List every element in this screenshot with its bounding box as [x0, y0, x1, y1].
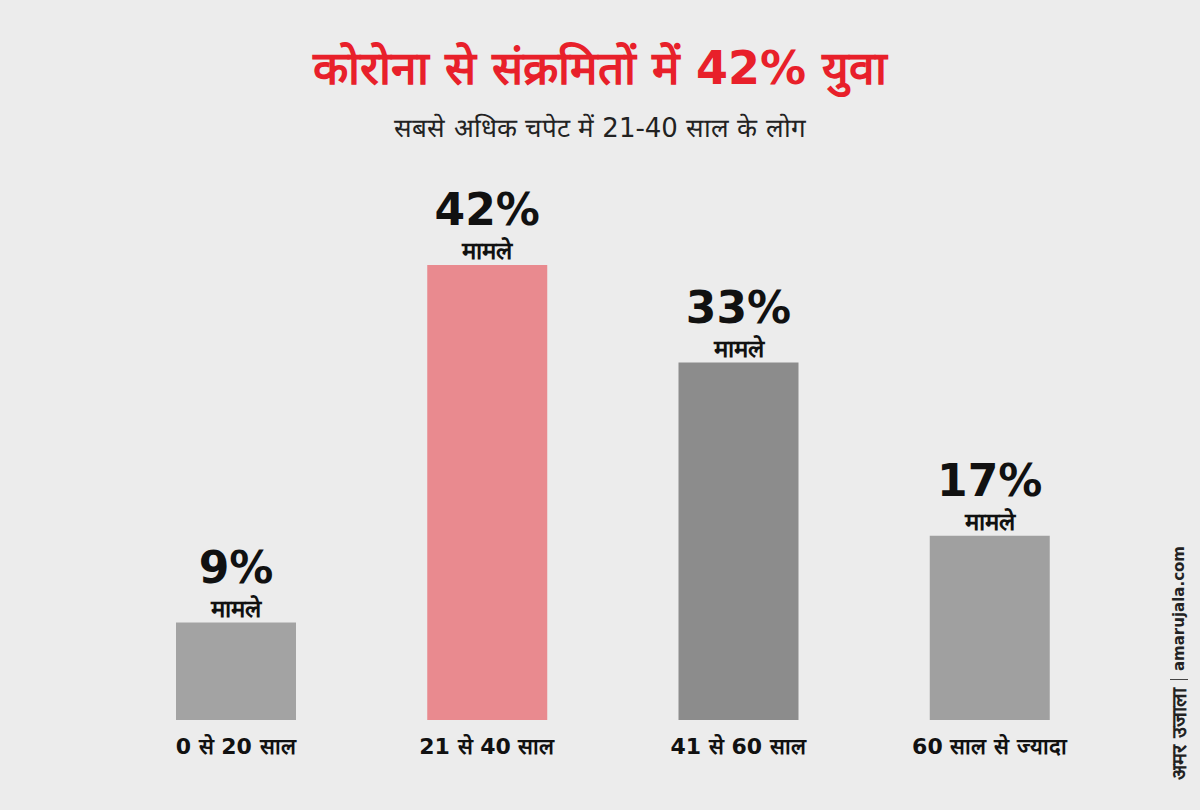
svg-text:60 साल से ज्यादा: 60 साल से ज्यादा [912, 733, 1068, 759]
html-text:कोरोना से संक्रमितों में 42% य: कोरोना से संक्रमितों में 42% युवा [312, 41, 888, 95]
svg-text:मामले: मामले [210, 595, 263, 623]
html-text:amarujala.com: amarujala.com [1169, 546, 1188, 671]
html-text:सबसे अधिक चपेट में 21-40 साल क: सबसे अधिक चपेट में 21-40 साल के लोग [394, 113, 806, 143]
svg-text:0 से 20 साल: 0 से 20 साल [176, 733, 297, 759]
svg-text:मामले: मामले [713, 335, 766, 363]
svg-text:मामले: मामले [964, 508, 1017, 536]
svg-text:17%: 17% [937, 455, 1042, 506]
svg-text:41 से 60 साल: 41 से 60 साल [671, 733, 807, 759]
html-text:अमर उजाला: अमर उजाला [1167, 688, 1191, 780]
svg-text:9%: 9% [199, 542, 274, 593]
svg-text:21 से 40 साल: 21 से 40 साल [419, 733, 555, 759]
svg-text:33%: 33% [686, 282, 791, 333]
svg-text:42%: 42% [435, 184, 540, 235]
svg-text:मामले: मामले [461, 237, 514, 265]
